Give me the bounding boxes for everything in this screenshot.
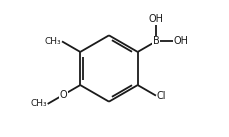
Text: OH: OH <box>172 36 188 46</box>
Text: B: B <box>152 36 159 46</box>
Text: CH₃: CH₃ <box>30 99 47 108</box>
Text: OH: OH <box>148 14 163 24</box>
Text: CH₃: CH₃ <box>44 37 61 46</box>
Text: Cl: Cl <box>156 91 166 101</box>
Text: O: O <box>59 90 67 100</box>
